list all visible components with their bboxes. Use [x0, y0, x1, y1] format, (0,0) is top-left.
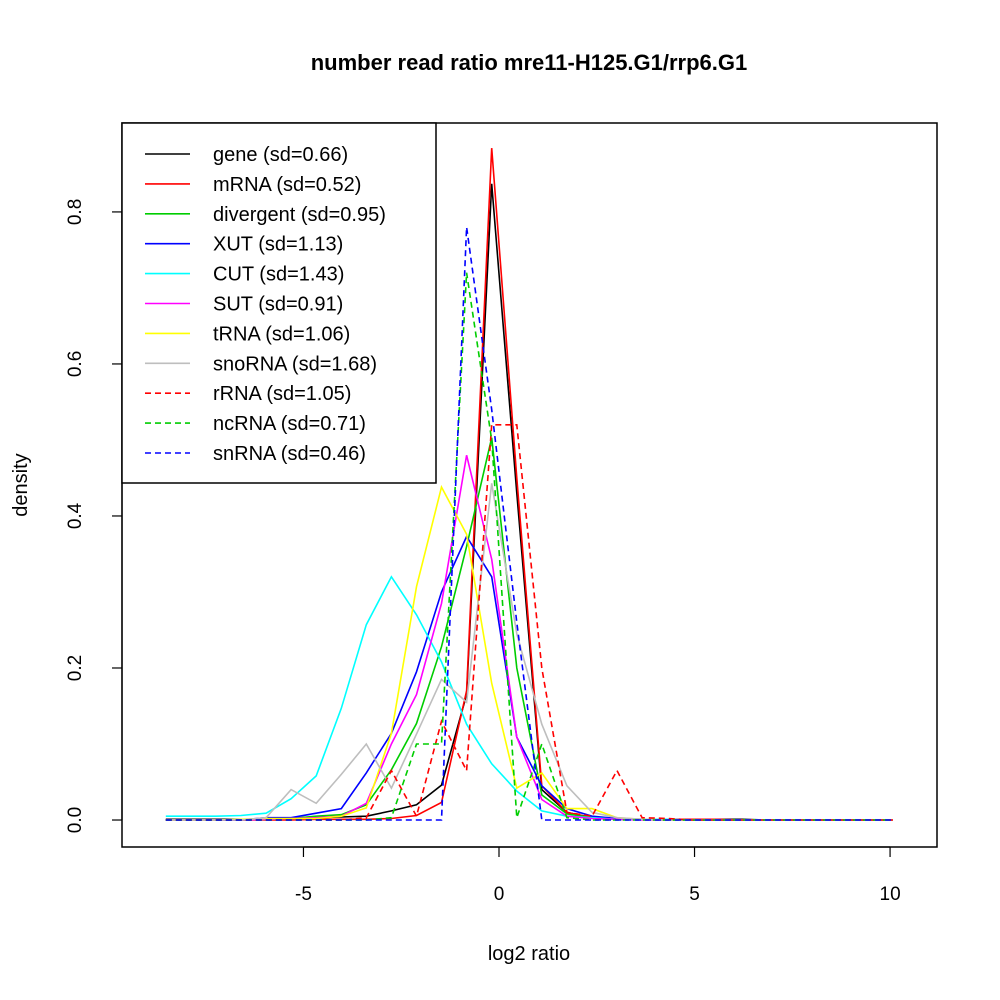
series-line-snrna [165, 226, 893, 821]
legend-label: snRNA (sd=0.46) [213, 443, 366, 465]
series-layer [165, 148, 893, 821]
legend-label: CUT (sd=1.43) [213, 264, 344, 286]
legend-label: XUT (sd=1.13) [213, 234, 343, 256]
y-tick-label: 0.2 [65, 655, 86, 681]
legend-label: mRNA (sd=0.52) [213, 174, 361, 196]
x-tick-label: -5 [295, 884, 312, 905]
x-tick-label: 5 [689, 884, 700, 905]
series-line-cut [165, 575, 893, 821]
y-tick-label: 0.4 [65, 502, 86, 529]
legend-label: SUT (sd=0.91) [213, 294, 343, 316]
x-tick-label: 10 [880, 884, 901, 905]
legend-label: rRNA (sd=1.05) [213, 383, 351, 405]
legend-label: snoRNA (sd=1.68) [213, 353, 377, 375]
legend-label: ncRNA (sd=0.71) [213, 413, 366, 435]
legend-label: gene (sd=0.66) [213, 144, 348, 166]
x-axis-label: log2 ratio [488, 943, 570, 965]
legend-label: divergent (sd=0.95) [213, 204, 386, 226]
y-tick-label: 0.8 [65, 199, 86, 225]
legend-label: tRNA (sd=1.06) [213, 323, 350, 345]
x-axis: -5 0 5 10 [295, 846, 901, 905]
chart-title: number read ratio mre11-H125.G1/rrp6.G1 [311, 50, 748, 75]
legend: gene (sd=0.66) mRNA (sd=0.52) divergent (s… [121, 122, 437, 484]
x-tick-label: 0 [494, 884, 505, 905]
y-tick-label: 0.0 [65, 807, 86, 833]
y-axis: 0.0 0.2 0.4 0.6 0.8 [65, 199, 123, 833]
y-axis-label: density [10, 453, 32, 516]
y-tick-label: 0.6 [65, 351, 86, 377]
